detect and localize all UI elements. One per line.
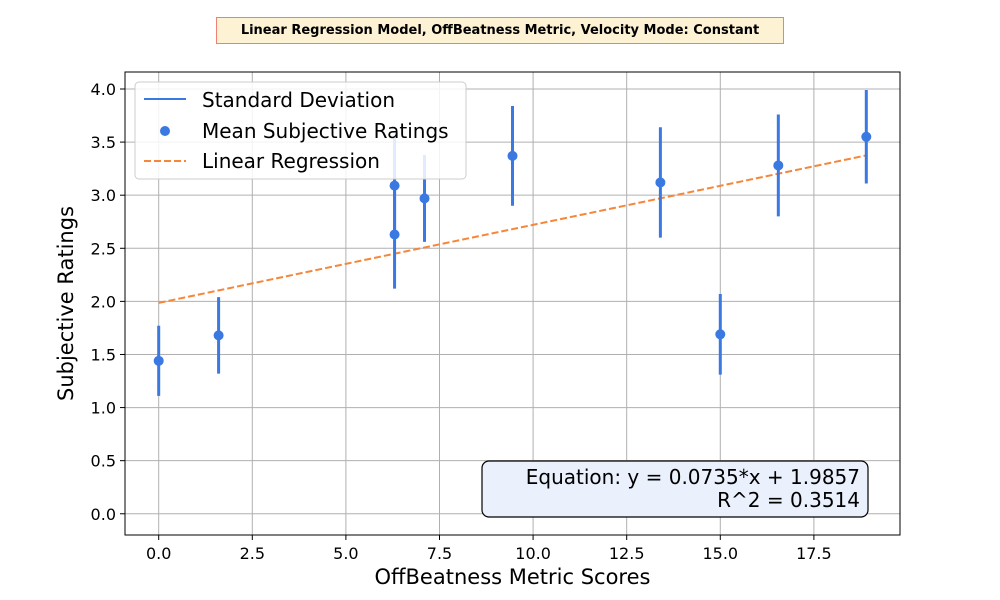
y-tick-label: 2.0 xyxy=(91,292,116,311)
data-point xyxy=(153,355,164,366)
x-tick-label: 17.5 xyxy=(796,544,832,563)
x-tick-label: 7.5 xyxy=(427,544,452,563)
data-point xyxy=(655,177,666,188)
x-tick-label: 0.0 xyxy=(146,544,171,563)
y-tick-label: 0.0 xyxy=(91,505,116,524)
legend-label: Mean Subjective Ratings xyxy=(202,119,449,143)
chart-title: Linear Regression Model, OffBeatness Met… xyxy=(216,17,784,44)
data-point xyxy=(773,160,784,171)
x-tick-label: 15.0 xyxy=(702,544,738,563)
equation-text: Equation: y = 0.0735*x + 1.9857 xyxy=(526,465,860,489)
data-point xyxy=(861,131,872,142)
y-axis-label: Subjective Ratings xyxy=(54,206,78,401)
data-point xyxy=(507,150,518,161)
x-tick-label: 2.5 xyxy=(240,544,265,563)
data-point xyxy=(213,330,224,341)
y-tick-label: 2.5 xyxy=(91,239,116,258)
y-tick-label: 1.0 xyxy=(91,399,116,418)
r-squared-text: R^2 = 0.3514 xyxy=(717,488,860,512)
axis-ticks: 0.0 2.5 5.0 7.5 10.0 12.5 15.0 17.5 0.0 0.5 1.0 1.5… xyxy=(91,80,832,563)
regression-layer xyxy=(158,154,867,304)
y-tick-label: 1.5 xyxy=(91,345,116,364)
legend-box xyxy=(134,81,467,180)
data-point xyxy=(419,193,430,204)
legend: Standard Deviation Mean Subjective Rating… xyxy=(134,81,467,180)
legend-mean-swatch xyxy=(160,126,170,136)
y-tick-label: 3.5 xyxy=(91,133,116,152)
y-tick-label: 0.5 xyxy=(91,452,116,471)
y-tick-label: 4.0 xyxy=(91,80,116,99)
legend-label: Linear Regression xyxy=(202,149,380,173)
x-tick-label: 10.0 xyxy=(515,544,551,563)
x-tick-label: 5.0 xyxy=(333,544,358,563)
equation-box-bg xyxy=(481,460,869,518)
x-axis-label: OffBeatness Metric Scores xyxy=(375,565,651,589)
y-tick-label: 3.0 xyxy=(91,186,116,205)
x-tick-label: 12.5 xyxy=(609,544,645,563)
data-point xyxy=(715,329,726,340)
regression-line xyxy=(158,154,867,304)
data-point xyxy=(389,229,400,240)
legend-label: Standard Deviation xyxy=(202,88,395,112)
plot-area xyxy=(124,71,901,536)
